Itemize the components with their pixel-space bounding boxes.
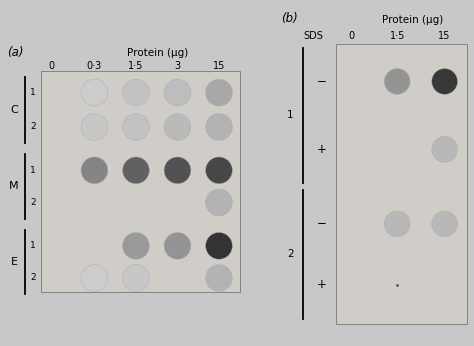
Text: Protein (μg): Protein (μg)	[127, 48, 188, 58]
Ellipse shape	[164, 79, 191, 106]
Text: 1: 1	[30, 166, 36, 175]
Text: 1: 1	[287, 110, 293, 120]
Text: C: C	[10, 105, 18, 115]
Ellipse shape	[164, 113, 191, 140]
Text: 2: 2	[287, 249, 293, 260]
Text: 2: 2	[30, 198, 36, 207]
Ellipse shape	[384, 211, 410, 237]
Ellipse shape	[206, 189, 232, 216]
Text: 15: 15	[438, 30, 451, 40]
Text: Protein (μg): Protein (μg)	[382, 15, 443, 25]
Ellipse shape	[81, 157, 108, 184]
Text: 2: 2	[30, 122, 36, 131]
Ellipse shape	[123, 265, 149, 291]
Ellipse shape	[206, 79, 232, 106]
Text: 1·5: 1·5	[128, 61, 144, 71]
Ellipse shape	[81, 79, 108, 106]
Text: 0: 0	[48, 61, 55, 71]
Ellipse shape	[81, 113, 108, 140]
Text: 1: 1	[30, 88, 36, 97]
Text: SDS: SDS	[304, 30, 324, 40]
Text: 0: 0	[349, 30, 355, 40]
Ellipse shape	[432, 136, 457, 162]
Ellipse shape	[206, 113, 232, 140]
Text: (a): (a)	[8, 46, 24, 59]
Text: 3: 3	[174, 61, 181, 71]
Text: 2: 2	[30, 273, 36, 282]
Text: −: −	[317, 217, 326, 230]
FancyBboxPatch shape	[41, 71, 240, 292]
Ellipse shape	[123, 79, 149, 106]
Text: 0·3: 0·3	[87, 61, 102, 71]
Ellipse shape	[206, 265, 232, 291]
Ellipse shape	[123, 233, 149, 259]
Ellipse shape	[81, 265, 108, 291]
Text: (b): (b)	[282, 12, 298, 25]
Ellipse shape	[123, 113, 149, 140]
Ellipse shape	[384, 69, 410, 94]
Text: −: −	[317, 75, 326, 88]
Ellipse shape	[432, 211, 457, 237]
Text: M: M	[9, 181, 19, 191]
Ellipse shape	[206, 157, 232, 184]
Ellipse shape	[123, 157, 149, 184]
FancyBboxPatch shape	[336, 44, 467, 324]
Text: +: +	[317, 143, 326, 156]
Ellipse shape	[164, 233, 191, 259]
Ellipse shape	[164, 157, 191, 184]
Text: 1·5: 1·5	[390, 30, 405, 40]
Text: E: E	[10, 257, 18, 267]
Ellipse shape	[206, 233, 232, 259]
Text: 15: 15	[213, 61, 225, 71]
Text: +: +	[317, 279, 326, 291]
Text: 1: 1	[30, 242, 36, 251]
Ellipse shape	[432, 69, 457, 94]
